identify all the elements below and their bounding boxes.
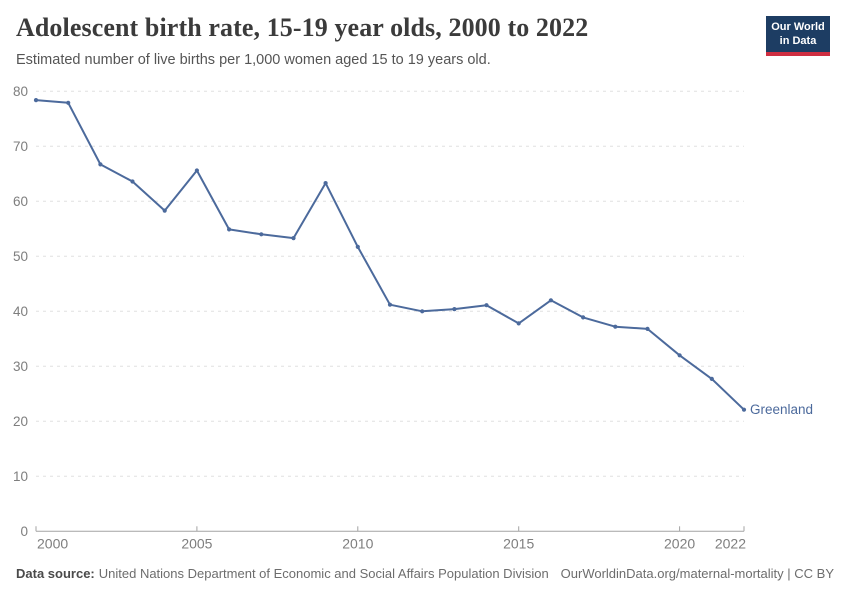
data-point[interactable] xyxy=(709,376,714,381)
owid-logo-line1: Our World xyxy=(771,21,825,33)
data-point[interactable] xyxy=(516,321,521,326)
data-point[interactable] xyxy=(452,307,457,312)
owid-logo-red-bar xyxy=(766,52,830,56)
data-point[interactable] xyxy=(162,208,167,213)
data-source-text: United Nations Department of Economic an… xyxy=(98,566,549,581)
data-point[interactable] xyxy=(581,315,586,320)
y-axis-tick-label: 30 xyxy=(13,359,28,374)
x-axis-tick-label: 2022 xyxy=(715,535,746,551)
x-axis-tick-label: 2005 xyxy=(181,535,212,551)
x-axis-tick-label: 2000 xyxy=(37,535,68,551)
y-axis-tick-label: 0 xyxy=(20,524,28,539)
data-point[interactable] xyxy=(259,232,264,237)
data-point[interactable] xyxy=(420,309,425,314)
data-point[interactable] xyxy=(130,179,135,184)
data-point[interactable] xyxy=(677,353,682,358)
data-point[interactable] xyxy=(741,407,747,412)
data-source-label: Data source: xyxy=(16,566,95,581)
entity-label[interactable]: Greenland xyxy=(750,402,813,417)
attribution-link[interactable]: OurWorldinData.org/maternal-mortality | … xyxy=(560,566,834,581)
data-point[interactable] xyxy=(291,236,296,241)
chart-subtitle: Estimated number of live births per 1,00… xyxy=(16,52,491,68)
data-point[interactable] xyxy=(548,298,554,303)
chart-title: Adolescent birth rate, 15-19 year olds, … xyxy=(16,13,589,42)
data-point[interactable] xyxy=(66,100,71,105)
y-axis-tick-label: 60 xyxy=(13,194,28,209)
owid-logo[interactable]: Our World in Data xyxy=(766,16,830,56)
chart-footer: Data source: United Nations Department of… xyxy=(16,566,834,581)
data-point[interactable] xyxy=(323,181,328,186)
data-point[interactable] xyxy=(33,98,39,103)
data-point[interactable] xyxy=(227,227,232,232)
data-point[interactable] xyxy=(484,303,489,308)
x-axis-tick-label: 2010 xyxy=(342,535,373,551)
data-point[interactable] xyxy=(98,162,103,167)
y-axis-tick-label: 40 xyxy=(13,304,28,319)
data-point[interactable] xyxy=(387,302,393,307)
y-axis-tick-label: 10 xyxy=(13,469,28,484)
x-axis-tick-label: 2020 xyxy=(664,535,695,551)
data-point[interactable] xyxy=(355,244,360,249)
y-axis-tick-label: 70 xyxy=(13,139,28,154)
y-axis-tick-label: 50 xyxy=(13,249,28,264)
data-point[interactable] xyxy=(645,326,650,331)
y-axis-tick-label: 20 xyxy=(13,414,28,429)
data-source: Data source: United Nations Department of… xyxy=(16,566,549,581)
owid-logo-line2: in Data xyxy=(779,34,817,47)
data-point[interactable] xyxy=(194,168,199,173)
x-axis-tick-label: 2015 xyxy=(503,535,534,551)
owid-logo-text: Our World in Data xyxy=(766,16,830,52)
y-axis-tick-label: 80 xyxy=(13,84,28,99)
data-point[interactable] xyxy=(613,324,618,329)
